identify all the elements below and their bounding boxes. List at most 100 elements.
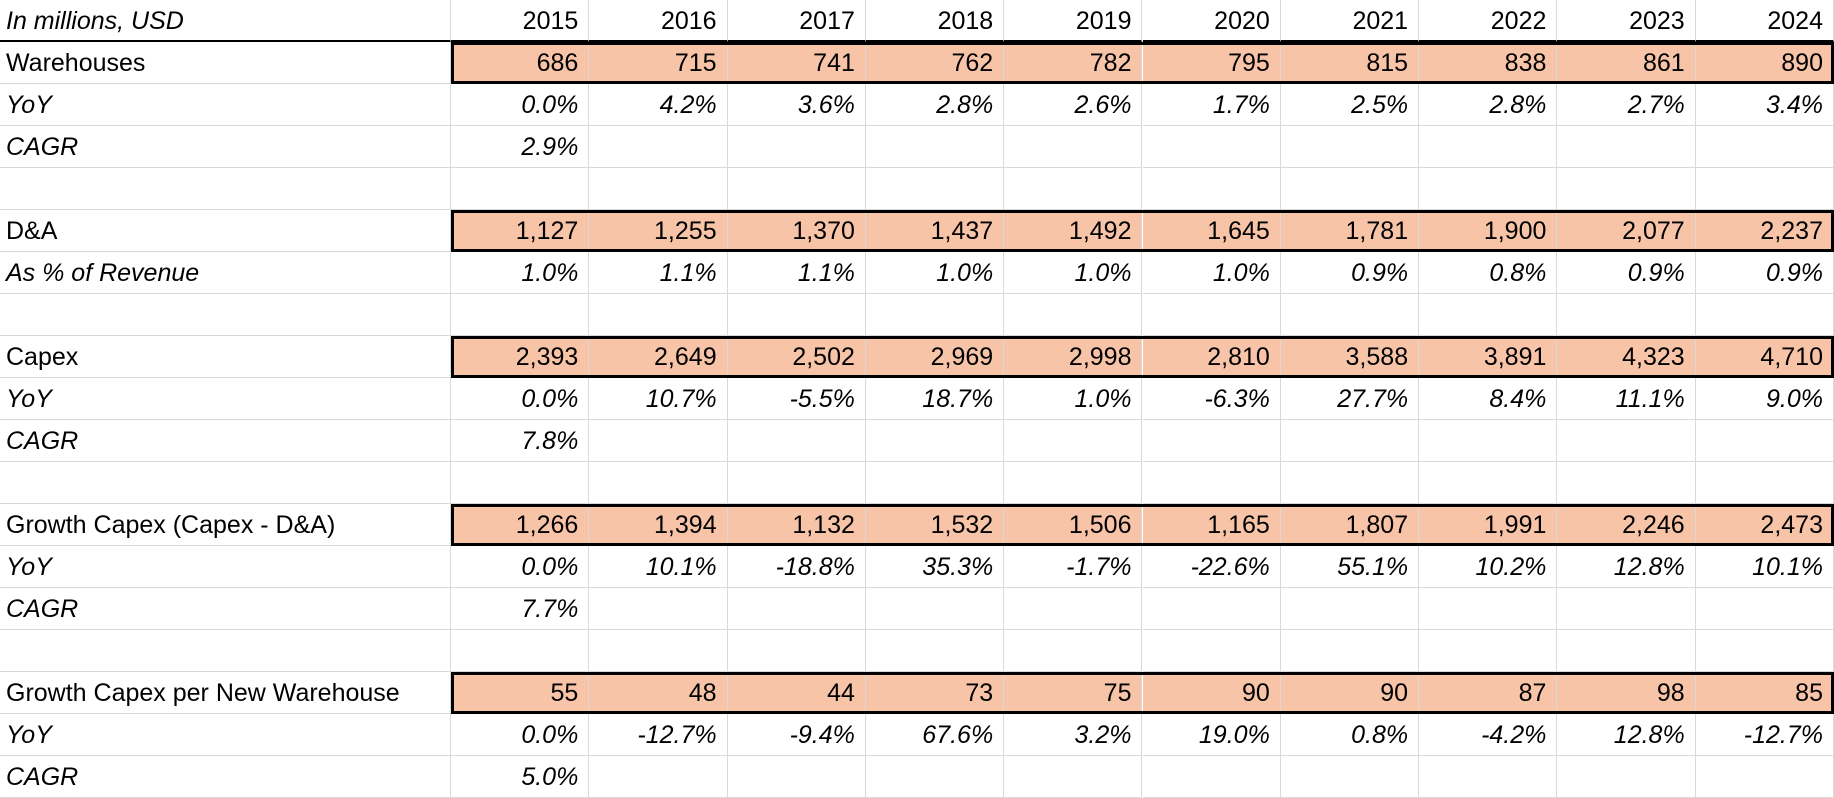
units-label[interactable]: In millions, USD [0,0,451,42]
value-cell[interactable] [1004,630,1143,672]
value-cell[interactable]: 11.1% [1557,378,1696,420]
year-header[interactable]: 2021 [1280,0,1420,42]
year-header[interactable]: 2016 [589,0,728,42]
value-cell[interactable]: 3.6% [727,84,866,126]
value-cell[interactable]: 12.8% [1557,714,1696,756]
value-cell[interactable] [1557,294,1696,336]
year-header[interactable]: 2024 [1695,0,1834,42]
row-label[interactable] [0,168,451,210]
value-cell[interactable] [1695,630,1834,672]
value-cell[interactable]: 1.0% [1142,252,1281,294]
value-cell[interactable]: 12.8% [1557,546,1696,588]
row-label[interactable]: YoY [0,84,451,126]
value-cell[interactable] [1142,168,1281,210]
value-cell[interactable]: 1,255 [589,210,728,252]
row-label[interactable]: CAGR [0,126,451,168]
value-cell[interactable] [1557,420,1696,462]
value-cell[interactable]: 2,502 [727,336,866,378]
value-cell[interactable] [1142,126,1281,168]
value-cell[interactable] [1557,756,1696,798]
value-cell[interactable]: -5.5% [727,378,866,420]
value-cell[interactable]: 1,492 [1004,210,1143,252]
value-cell[interactable] [1695,126,1834,168]
value-cell[interactable] [1004,756,1143,798]
value-cell[interactable] [589,462,728,504]
value-cell[interactable] [589,168,728,210]
value-cell[interactable]: 3.4% [1695,84,1834,126]
value-cell[interactable] [1142,462,1281,504]
value-cell[interactable] [1695,168,1834,210]
value-cell[interactable] [865,294,1005,336]
value-cell[interactable] [589,126,728,168]
value-cell[interactable] [727,588,866,630]
value-cell[interactable] [1280,630,1420,672]
row-label[interactable]: Growth Capex (Capex - D&A) [0,504,451,546]
value-cell[interactable]: 10.1% [589,546,728,588]
value-cell[interactable] [727,630,866,672]
value-cell[interactable]: 1,807 [1280,504,1420,546]
value-cell[interactable] [865,420,1005,462]
value-cell[interactable]: 87 [1419,672,1558,714]
value-cell[interactable]: 1.7% [1142,84,1281,126]
value-cell[interactable]: 782 [1004,42,1143,84]
row-label[interactable]: As % of Revenue [0,252,451,294]
value-cell[interactable] [1419,294,1558,336]
row-label[interactable]: YoY [0,378,451,420]
value-cell[interactable]: 3.2% [1004,714,1143,756]
value-cell[interactable] [727,756,866,798]
value-cell[interactable] [727,420,866,462]
value-cell[interactable] [1280,168,1420,210]
value-cell[interactable]: 18.7% [865,378,1005,420]
row-label[interactable]: YoY [0,546,451,588]
value-cell[interactable] [451,294,590,336]
value-cell[interactable]: 2.6% [1004,84,1143,126]
value-cell[interactable]: 1,900 [1419,210,1558,252]
value-cell[interactable]: 861 [1557,42,1696,84]
row-label[interactable]: CAGR [0,588,451,630]
value-cell[interactable] [1142,588,1281,630]
value-cell[interactable]: -1.7% [1004,546,1143,588]
value-cell[interactable]: 7.8% [451,420,590,462]
value-cell[interactable] [1004,294,1143,336]
value-cell[interactable]: 0.9% [1557,252,1696,294]
value-cell[interactable]: 90 [1280,672,1420,714]
row-label[interactable]: Growth Capex per New Warehouse [0,672,451,714]
value-cell[interactable]: 890 [1695,42,1834,84]
value-cell[interactable]: 9.0% [1695,378,1834,420]
value-cell[interactable]: 0.0% [451,378,590,420]
value-cell[interactable]: 762 [865,42,1005,84]
value-cell[interactable] [451,168,590,210]
value-cell[interactable] [1695,462,1834,504]
value-cell[interactable]: 1,132 [727,504,866,546]
value-cell[interactable]: 44 [727,672,866,714]
value-cell[interactable]: 1,370 [727,210,866,252]
value-cell[interactable]: 3,891 [1419,336,1558,378]
value-cell[interactable]: 90 [1142,672,1281,714]
value-cell[interactable] [1142,756,1281,798]
value-cell[interactable]: 2,473 [1695,504,1834,546]
value-cell[interactable]: 4,323 [1557,336,1696,378]
value-cell[interactable] [1419,420,1558,462]
row-label[interactable]: D&A [0,210,451,252]
value-cell[interactable]: 10.7% [589,378,728,420]
value-cell[interactable] [1142,294,1281,336]
value-cell[interactable] [1004,420,1143,462]
value-cell[interactable] [727,462,866,504]
value-cell[interactable]: 5.0% [451,756,590,798]
value-cell[interactable]: 1,506 [1004,504,1143,546]
value-cell[interactable] [589,294,728,336]
row-label[interactable] [0,462,451,504]
value-cell[interactable]: 1,781 [1280,210,1420,252]
value-cell[interactable] [1419,588,1558,630]
value-cell[interactable]: 1.0% [865,252,1005,294]
year-header[interactable]: 2019 [1004,0,1143,42]
value-cell[interactable] [1557,462,1696,504]
value-cell[interactable]: -18.8% [727,546,866,588]
value-cell[interactable] [865,126,1005,168]
value-cell[interactable]: 2,237 [1695,210,1834,252]
value-cell[interactable] [865,168,1005,210]
value-cell[interactable]: -12.7% [1695,714,1834,756]
value-cell[interactable] [1419,756,1558,798]
value-cell[interactable]: 1,394 [589,504,728,546]
year-header[interactable]: 2023 [1557,0,1696,42]
